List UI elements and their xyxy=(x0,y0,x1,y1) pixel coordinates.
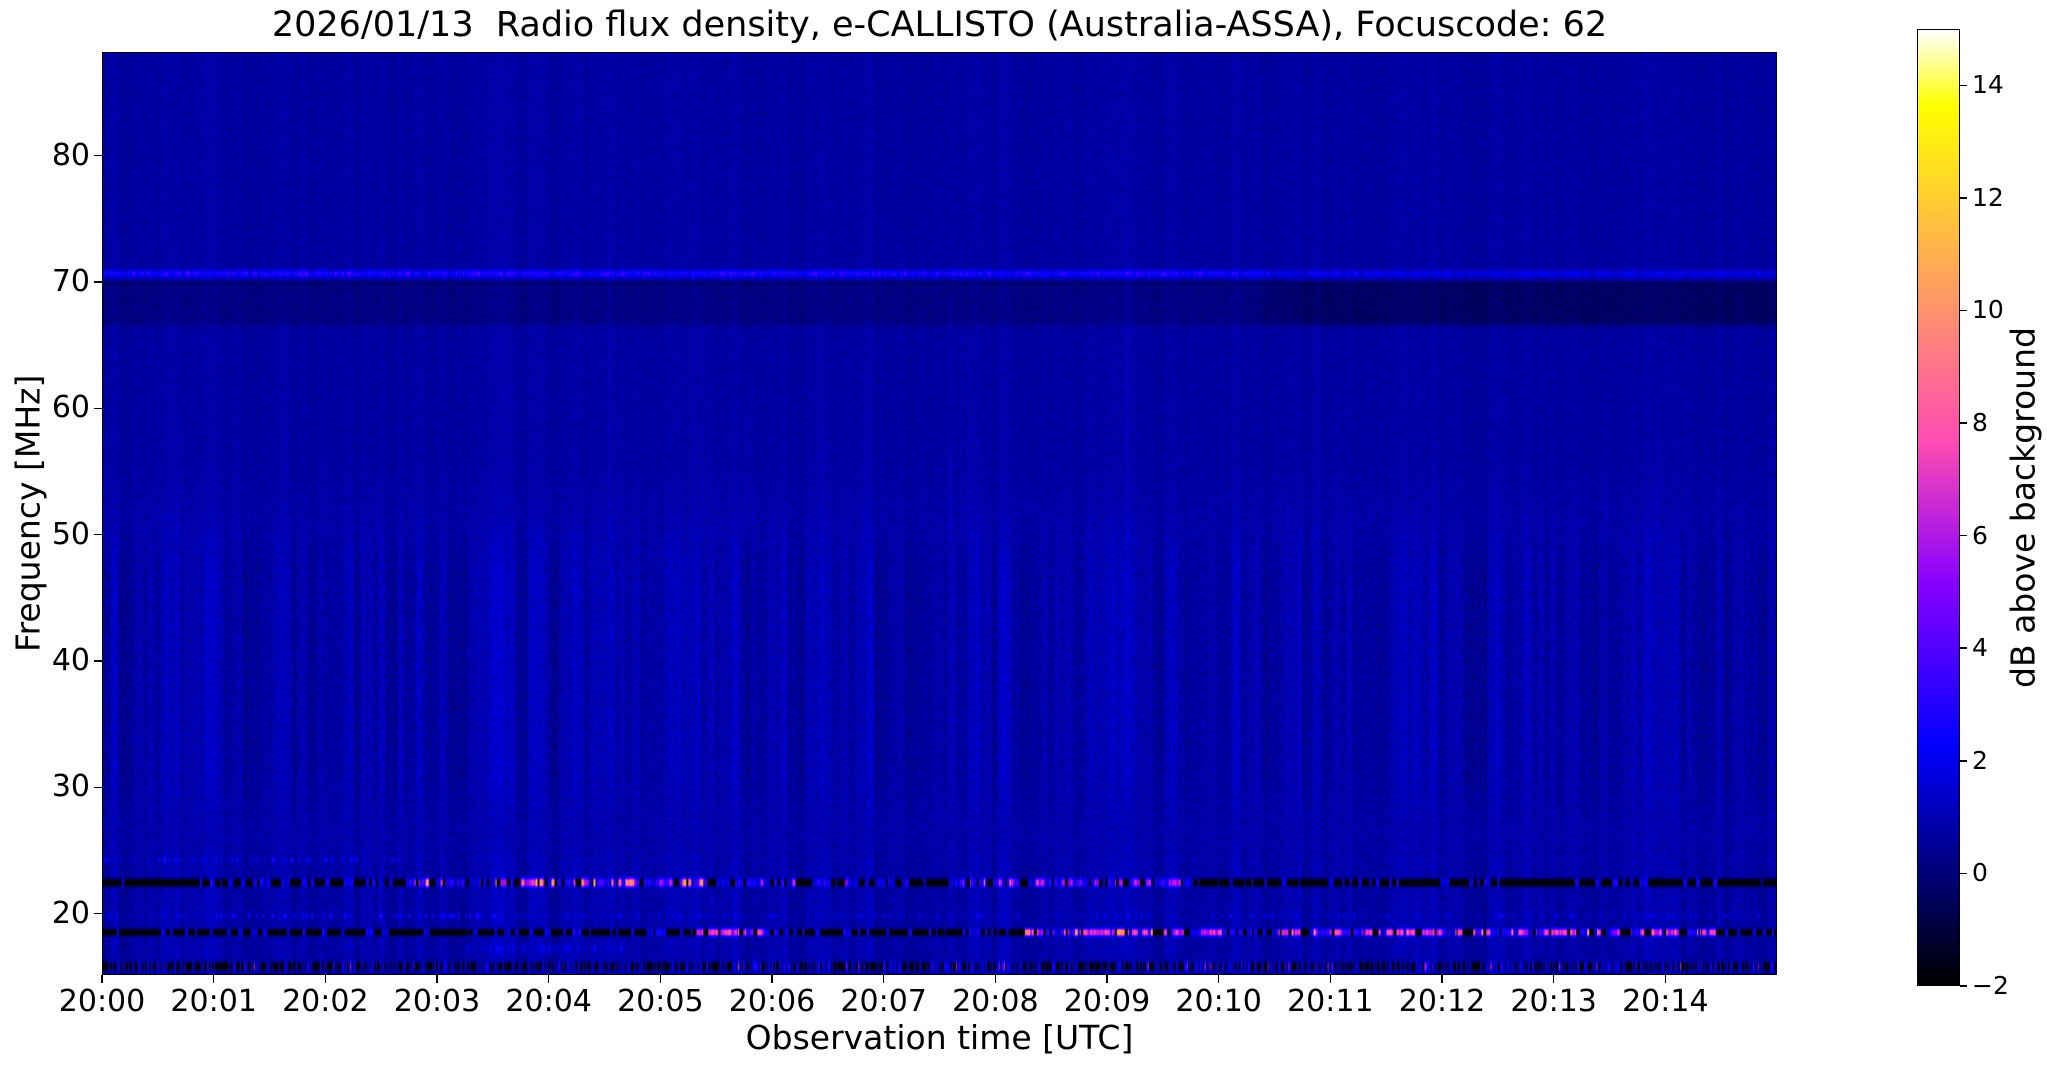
y-tick-label: 30 xyxy=(51,769,90,805)
x-tick-mark xyxy=(1552,975,1555,983)
x-tick-mark xyxy=(994,975,997,983)
x-tick-label: 20:04 xyxy=(505,984,592,1019)
colorbar-tick-mark xyxy=(1960,534,1967,537)
x-tick-mark xyxy=(547,975,550,983)
y-tick-label: 50 xyxy=(51,516,90,552)
x-tick-label: 20:14 xyxy=(1622,984,1709,1019)
plot-area xyxy=(102,52,1777,975)
colorbar-tick-mark xyxy=(1960,760,1967,762)
y-tick-mark xyxy=(94,660,102,662)
spectrogram-canvas xyxy=(103,53,1776,974)
colorbar-tick-label: −2 xyxy=(1972,971,2009,1000)
x-tick-label: 20:00 xyxy=(58,984,146,1019)
x-tick-mark xyxy=(1217,975,1220,983)
colorbar-tick-label: 8 xyxy=(1972,408,1988,438)
colorbar-tick-label: 2 xyxy=(1972,745,1988,775)
x-tick-mark xyxy=(659,975,662,983)
figure-title: 2026/01/13 Radio flux density, e-CALLIST… xyxy=(271,5,1608,45)
colorbar-tick-mark xyxy=(1960,872,1967,875)
y-axis-label: Frequency [MHz] xyxy=(8,374,48,653)
x-tick-mark xyxy=(771,975,773,983)
y-tick-mark xyxy=(94,786,102,789)
x-tick-label: 20:09 xyxy=(1063,984,1151,1019)
y-tick-label: 40 xyxy=(51,643,90,679)
x-tick-label: 20:08 xyxy=(952,984,1039,1019)
x-tick-mark xyxy=(1329,975,1332,983)
colorbar-tick-mark xyxy=(1960,197,1967,199)
colorbar-tick-label: 10 xyxy=(1972,295,2004,325)
y-tick-mark xyxy=(94,533,102,536)
x-tick-label: 20:11 xyxy=(1287,984,1374,1019)
x-tick-label: 20:10 xyxy=(1175,984,1262,1019)
colorbar-tick-mark xyxy=(1960,309,1967,312)
colorbar-tick-label: 0 xyxy=(1972,858,1988,888)
colorbar xyxy=(1917,29,1960,986)
colorbar-tick-label: 14 xyxy=(1972,70,2004,100)
colorbar-tick-mark xyxy=(1960,985,1967,987)
y-tick-label: 80 xyxy=(51,137,90,173)
x-axis-label: Observation time [UTC] xyxy=(745,1018,1134,1057)
colorbar-tick-mark xyxy=(1960,84,1967,87)
y-tick-label: 20 xyxy=(51,895,90,931)
x-tick-label: 20:07 xyxy=(840,984,927,1019)
y-tick-mark xyxy=(94,407,102,410)
x-tick-mark xyxy=(882,975,885,983)
x-tick-mark xyxy=(1664,975,1667,983)
colorbar-label: dB above background xyxy=(2003,327,2043,688)
colorbar-tick-label: 6 xyxy=(1972,520,1988,550)
x-tick-label: 20:06 xyxy=(728,984,816,1019)
x-tick-label: 20:13 xyxy=(1510,984,1597,1019)
x-tick-mark xyxy=(212,975,215,983)
y-tick-mark xyxy=(94,912,102,915)
x-tick-mark xyxy=(101,975,103,983)
x-tick-mark xyxy=(324,975,327,983)
x-tick-mark xyxy=(1106,975,1108,983)
y-tick-label: 70 xyxy=(51,263,90,299)
y-tick-mark xyxy=(94,281,102,283)
x-tick-label: 20:12 xyxy=(1398,984,1486,1019)
colorbar-tick-label: 12 xyxy=(1972,182,2004,212)
y-tick-mark xyxy=(94,154,102,157)
x-tick-label: 20:05 xyxy=(617,984,704,1019)
x-tick-label: 20:01 xyxy=(170,984,257,1019)
colorbar-tick-mark xyxy=(1960,422,1967,424)
x-tick-mark xyxy=(1441,975,1443,983)
y-tick-label: 60 xyxy=(51,390,90,426)
colorbar-canvas xyxy=(1918,30,1959,985)
x-tick-label: 20:03 xyxy=(393,984,481,1019)
colorbar-tick-label: 4 xyxy=(1972,633,1988,663)
x-tick-mark xyxy=(436,975,438,983)
x-tick-label: 20:02 xyxy=(282,984,369,1019)
colorbar-tick-mark xyxy=(1960,647,1967,649)
